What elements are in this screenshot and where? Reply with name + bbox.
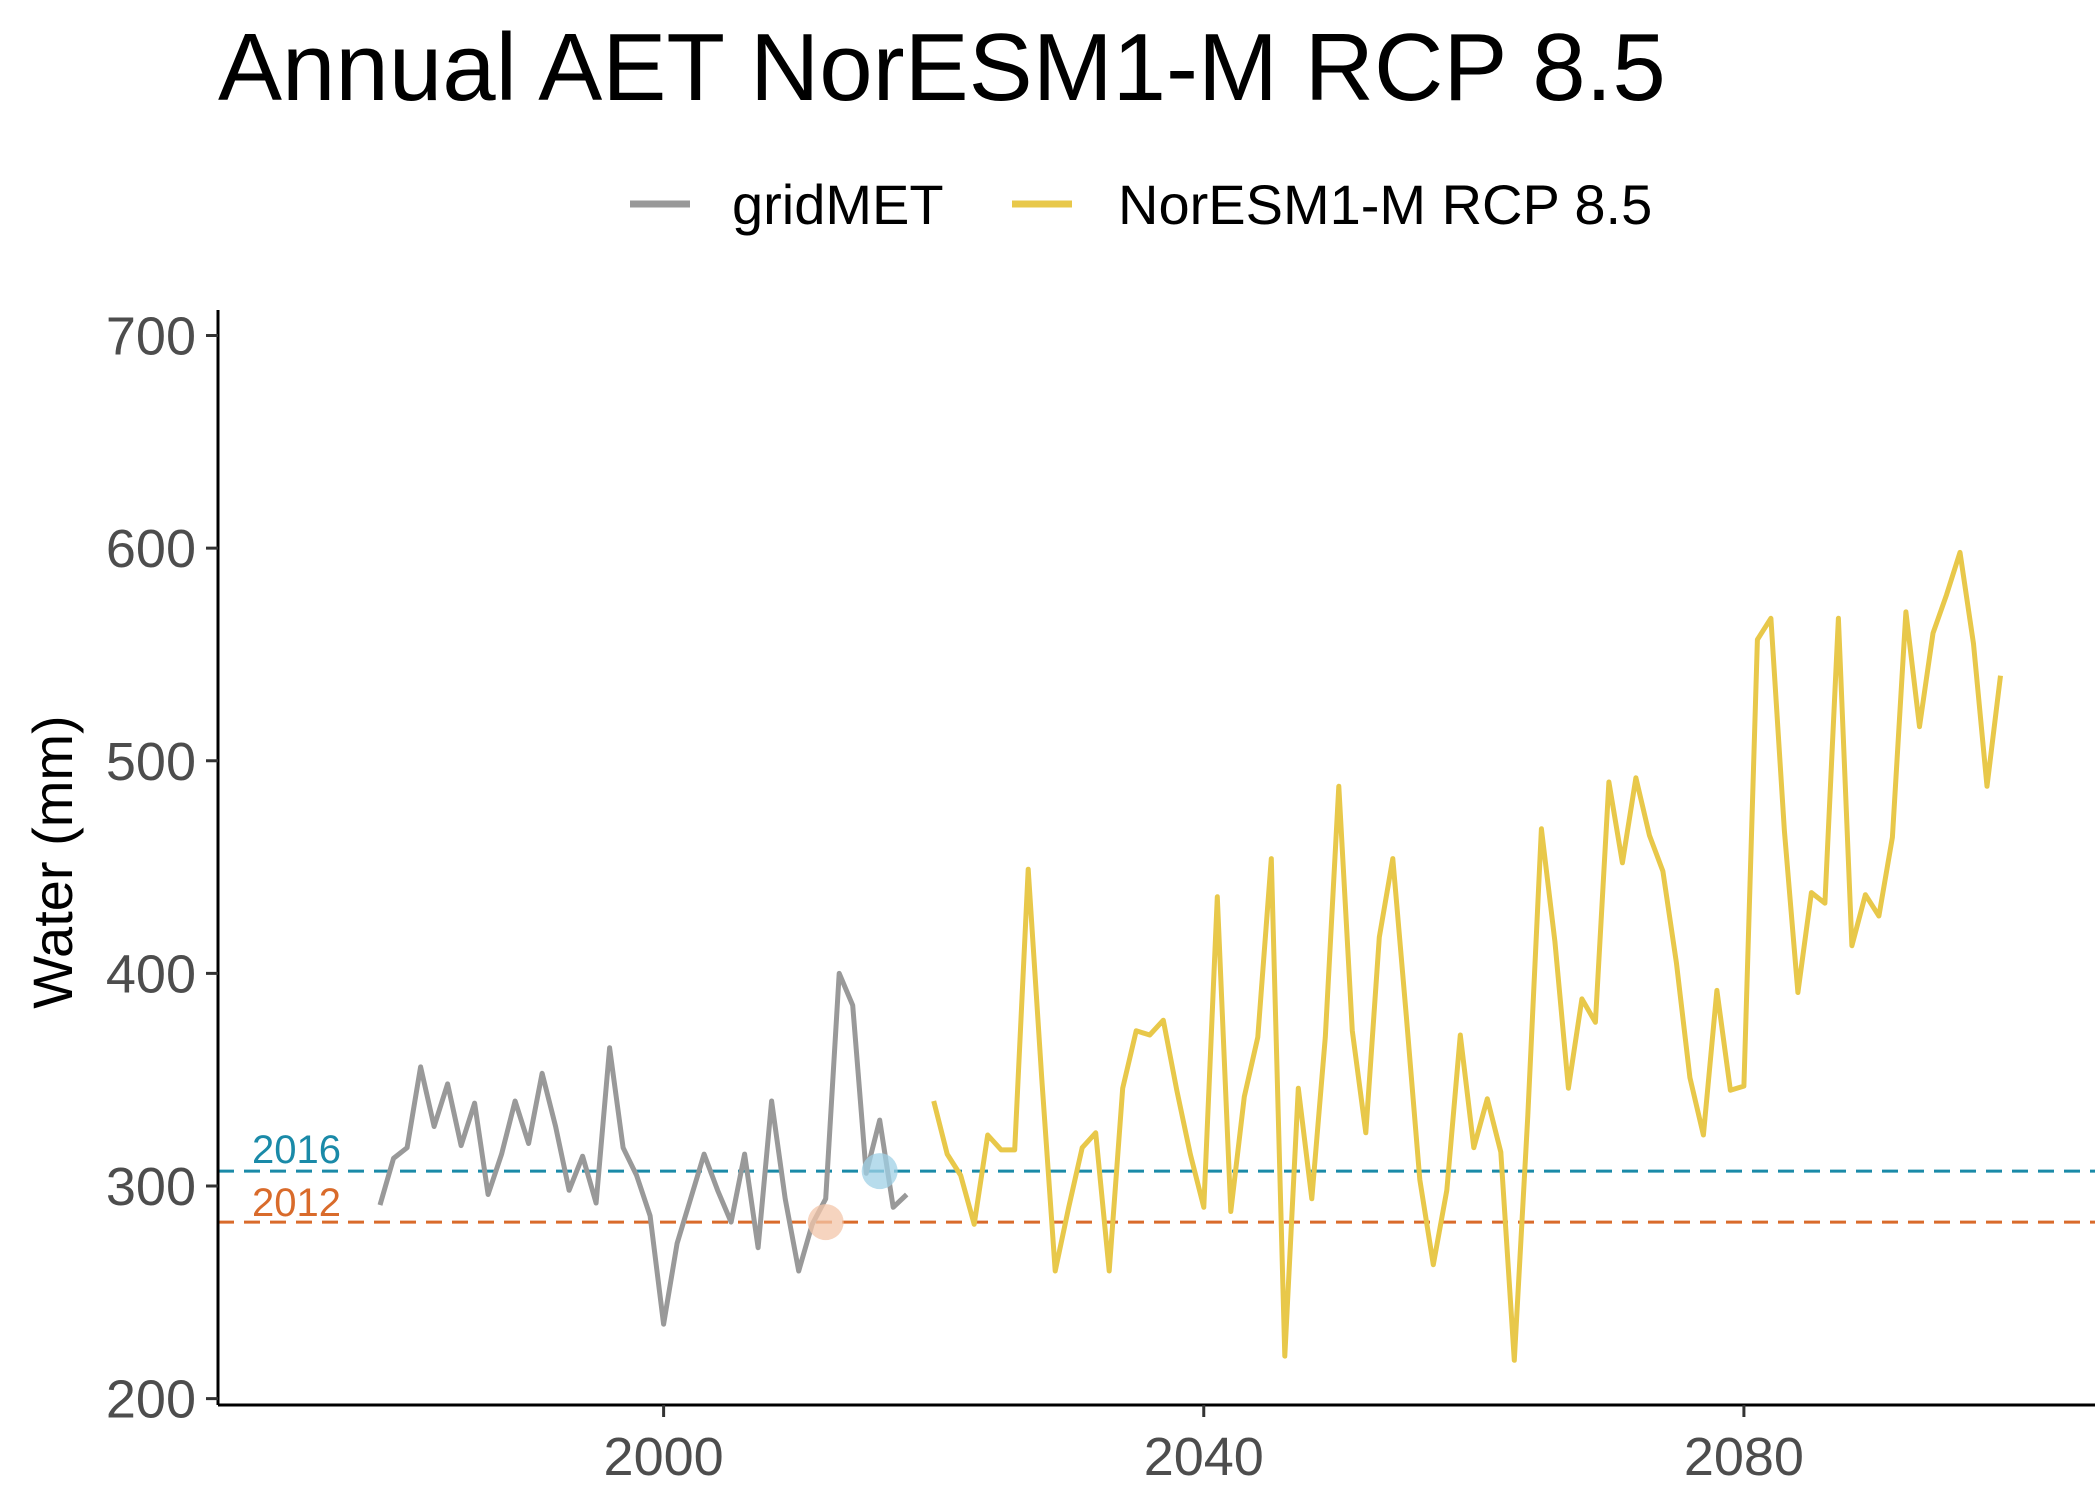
y-tick-label: 300 — [106, 1157, 196, 1217]
x-tick-label: 2000 — [604, 1427, 724, 1487]
chart-title: Annual AET NorESM1-M RCP 8.5 — [218, 14, 1666, 121]
highlight-points — [807, 1153, 898, 1241]
y-tick-label: 200 — [106, 1370, 196, 1430]
legend-label-noresm: NorESM1-M RCP 8.5 — [1118, 173, 1652, 236]
highlight-point-2012 — [807, 1204, 844, 1241]
reference-lines: 2016 2012 — [218, 1128, 2095, 1225]
highlight-point-2016 — [861, 1153, 898, 1190]
series-line-noresm — [931, 549, 2003, 1363]
legend-label-gridmet: gridMET — [732, 173, 944, 236]
y-tick-label: 600 — [106, 519, 196, 579]
series-line-gridmet — [377, 970, 909, 1327]
x-tick-label: 2080 — [1684, 1427, 1804, 1487]
legend: gridMET NorESM1-M RCP 8.5 — [630, 173, 1652, 236]
y-tick-label: 400 — [106, 944, 196, 1004]
y-tick-label: 500 — [106, 732, 196, 792]
reference-label-2012: 2012 — [252, 1181, 341, 1225]
y-axis-title: Water (mm) — [21, 715, 84, 1008]
series-group — [377, 549, 2003, 1363]
y-axis-ticks: 200 300 400 500 600 700 — [106, 307, 218, 1430]
x-tick-label: 2040 — [1144, 1427, 1264, 1487]
y-tick-label: 700 — [106, 307, 196, 367]
reference-label-2016: 2016 — [252, 1128, 341, 1172]
x-axis-ticks: 2000 2040 2080 — [604, 1405, 1804, 1487]
